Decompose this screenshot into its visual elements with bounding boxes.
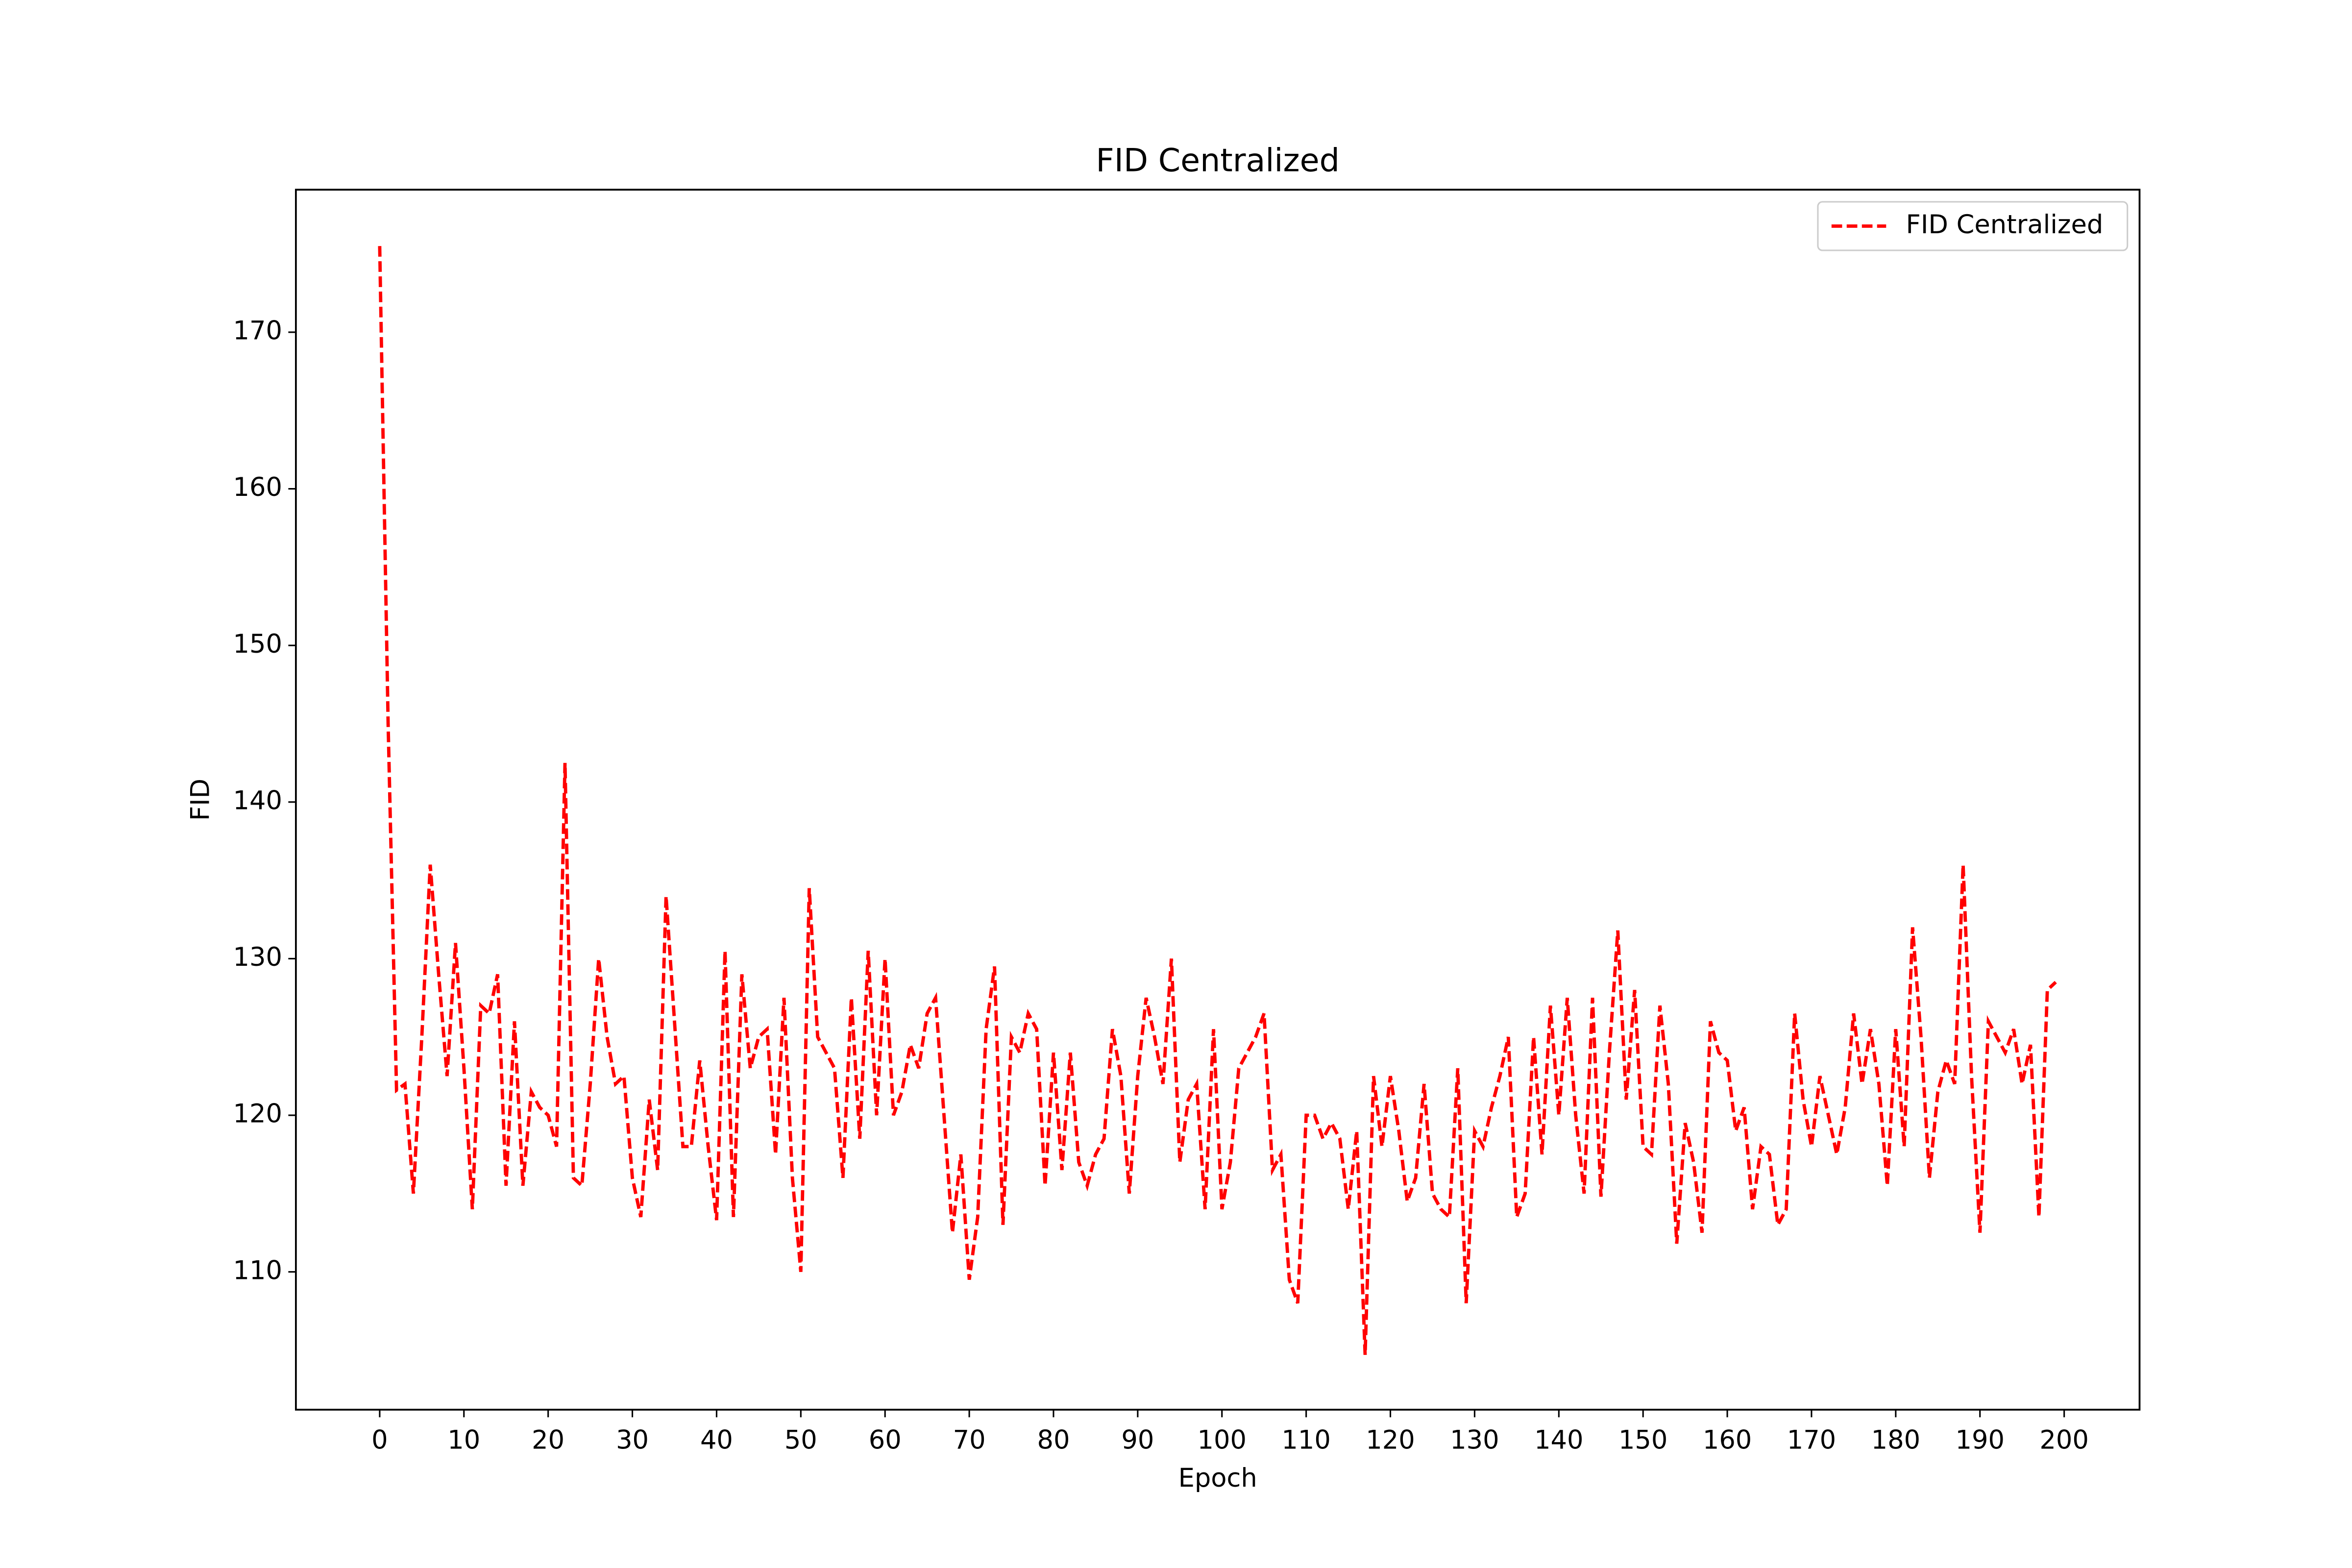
x-tick-label: 10 <box>447 1425 480 1455</box>
y-tick-label: 150 <box>233 629 282 659</box>
x-tick-label: 90 <box>1121 1425 1154 1455</box>
y-tick-label: 160 <box>233 472 282 502</box>
x-axis-label: Epoch <box>1178 1463 1257 1493</box>
x-tick-label: 100 <box>1198 1425 1247 1455</box>
x-tick-label: 60 <box>869 1425 902 1455</box>
y-tick-label: 170 <box>233 316 282 346</box>
x-tick-label: 80 <box>1037 1425 1070 1455</box>
x-tick-label: 0 <box>371 1425 388 1455</box>
x-tick-label: 70 <box>953 1425 986 1455</box>
x-tick-label: 140 <box>1534 1425 1583 1455</box>
x-tick-label: 130 <box>1450 1425 1499 1455</box>
legend-box <box>1817 201 2129 251</box>
plot-frame <box>295 189 2141 1411</box>
legend-label: FID Centralized <box>1906 210 2104 240</box>
y-tick-label: 110 <box>233 1255 282 1285</box>
chart-title: FID Centralized <box>1096 142 1340 179</box>
x-tick-label: 50 <box>784 1425 817 1455</box>
x-tick-label: 150 <box>1618 1425 1667 1455</box>
x-tick-label: 200 <box>2039 1425 2088 1455</box>
y-tick-label: 130 <box>233 942 282 972</box>
x-tick-label: 30 <box>616 1425 649 1455</box>
x-tick-label: 170 <box>1787 1425 1836 1455</box>
x-tick-label: 180 <box>1871 1425 1920 1455</box>
line-series <box>378 246 2057 1355</box>
x-tick-label: 190 <box>1956 1425 2005 1455</box>
x-tick-label: 110 <box>1281 1425 1330 1455</box>
x-tick-label: 160 <box>1703 1425 1752 1455</box>
y-axis-label: FID <box>186 779 216 821</box>
x-tick-label: 40 <box>700 1425 733 1455</box>
y-tick-label: 120 <box>233 1099 282 1129</box>
y-tick-label: 140 <box>233 785 282 815</box>
x-tick-label: 20 <box>532 1425 564 1455</box>
x-tick-label: 120 <box>1366 1425 1415 1455</box>
